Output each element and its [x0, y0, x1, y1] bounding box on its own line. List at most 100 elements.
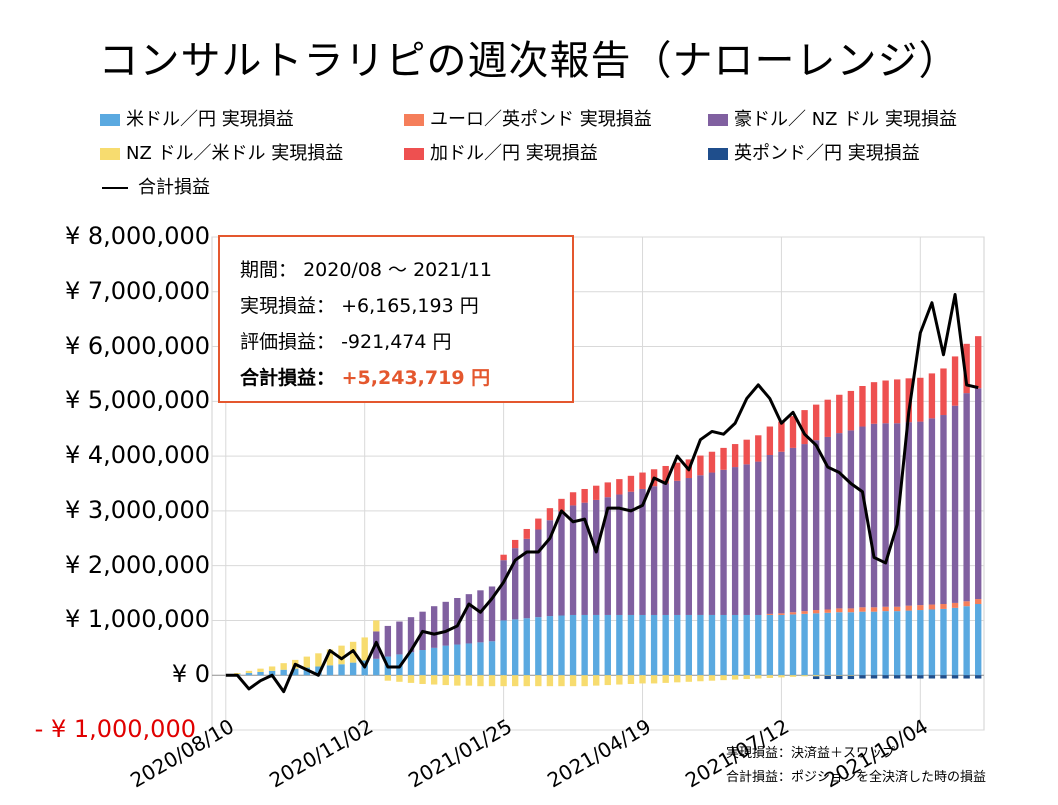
bar-segment-cadjpy — [870, 382, 878, 424]
bar-segment-nzdusd — [373, 620, 380, 632]
bar-segment-gbpjpy — [975, 675, 982, 679]
period-value: 2020/08 〜 2021/11 — [303, 259, 493, 281]
bar-segment-audnzd — [755, 461, 762, 615]
bar-segment-nzdusd — [488, 675, 496, 687]
bar-segment-gbpjpy — [894, 675, 901, 679]
bar-segment-usdjpy — [535, 617, 542, 676]
bar-segment-gbpjpy — [812, 676, 820, 680]
bar-segment-cadjpy — [951, 356, 959, 406]
bar-segment-audnzd — [523, 538, 530, 619]
bar-segment-usdjpy — [257, 671, 264, 676]
bar-segment-audnzd — [697, 475, 704, 615]
bar-segment-gbpjpy — [859, 675, 866, 679]
bar-segment-audnzd — [975, 388, 982, 600]
bar-segment-nzdusd — [419, 675, 426, 684]
legend-label: NZ ドル／米ドル 実現損益 — [126, 143, 344, 164]
legend-line-total — [102, 187, 128, 189]
bar-segment-audnzd — [558, 511, 565, 616]
bar-segment-audnzd — [407, 617, 415, 653]
bar-segment-usdjpy — [419, 650, 426, 676]
legend-swatch-eurgbp — [404, 114, 424, 126]
bar-segment-usdjpy — [407, 652, 415, 676]
bar-segment-usdjpy — [292, 668, 299, 676]
bar-segment-usdjpy — [778, 614, 785, 676]
bar-segment-gbpjpy — [928, 675, 936, 679]
bar-segment-eurgbp — [824, 609, 831, 613]
bar-segment-nzdusd — [569, 675, 577, 687]
bar-segment-audnzd — [581, 502, 588, 615]
bar-segment-nzdusd — [685, 675, 692, 682]
bar-segment-usdjpy — [442, 645, 449, 676]
bar-segment-audnzd — [396, 621, 403, 655]
legend-item-usdjpy: 米ドル／円 実現損益 — [100, 108, 294, 132]
bar-segment-nzdusd — [743, 675, 750, 680]
unrealized-row: 評価損益： -921,474 円 — [240, 327, 452, 354]
bar-segment-audnzd — [847, 430, 855, 609]
bar-segment-audnzd — [512, 548, 519, 620]
bar-segment-nzdusd — [847, 675, 855, 676]
bar-segment-nzdusd — [430, 675, 438, 685]
bar-segment-eurgbp — [870, 607, 878, 612]
bar-segment-cadjpy — [940, 368, 947, 416]
bar-segment-usdjpy — [951, 607, 959, 676]
bar-segment-usdjpy — [558, 615, 565, 676]
bar-segment-cadjpy — [697, 455, 704, 476]
bar-segment-audnzd — [616, 494, 623, 615]
bar-segment-cadjpy — [917, 377, 924, 422]
bar-segment-cadjpy — [789, 416, 797, 448]
bar-segment-audnzd — [488, 586, 496, 642]
bar-segment-cadjpy — [743, 439, 750, 465]
realized-label: 実現損益： — [240, 295, 336, 317]
bar-segment-cadjpy — [963, 343, 970, 394]
bar-segment-eurgbp — [928, 604, 936, 610]
bar-segment-audnzd — [836, 433, 843, 609]
bar-segment-nzdusd — [558, 675, 565, 687]
bar-segment-nzdusd — [824, 675, 831, 676]
bar-segment-eurgbp — [894, 606, 901, 612]
bar-segment-cadjpy — [859, 386, 866, 427]
bar-segment-cadjpy — [639, 472, 646, 489]
bar-segment-usdjpy — [928, 609, 936, 676]
bar-segment-nzdusd — [708, 675, 716, 681]
total-line — [225, 293, 979, 694]
bar-segment-audnzd — [720, 469, 727, 615]
bar-segment-cadjpy — [512, 539, 519, 549]
bar-segment-cadjpy — [836, 394, 843, 434]
bar-segment-eurgbp — [882, 606, 889, 612]
y-tick-label: ¥ 3,000,000 — [64, 495, 210, 524]
bar-segment-nzdusd — [396, 675, 403, 682]
bar-segment-usdjpy — [940, 608, 947, 676]
bar-segment-cadjpy — [535, 518, 542, 530]
bar-segment-cadjpy — [500, 554, 507, 561]
legend-item-total: 合計損益 — [100, 176, 210, 200]
bar-segment-nzdusd — [280, 663, 287, 670]
y-tick-label: ¥ 7,000,000 — [64, 276, 210, 305]
bar-segment-usdjpy — [674, 614, 681, 676]
bar-segment-eurgbp — [789, 612, 797, 615]
bar-segment-audnzd — [430, 606, 438, 648]
bar-segment-cadjpy — [674, 462, 681, 481]
bar-segment-audnzd — [951, 405, 959, 603]
bar-segment-usdjpy — [662, 614, 669, 676]
bar-segment-audnzd — [766, 455, 774, 614]
bar-segment-usdjpy — [720, 614, 727, 676]
bar-segment-cadjpy — [882, 380, 889, 424]
y-tick-label: ¥ 6,000,000 — [64, 331, 210, 360]
bar-segment-usdjpy — [639, 614, 646, 676]
bar-segment-audnzd — [477, 590, 484, 643]
legend-item-eurgbp: ユーロ／英ポンド 実現損益 — [404, 108, 652, 132]
bar-segment-usdjpy — [349, 662, 357, 676]
bar-segment-usdjpy — [882, 611, 889, 676]
bar-segment-audnzd — [685, 478, 692, 615]
bar-segment-nzdusd — [326, 649, 334, 666]
y-tick-label: ¥ 0 — [171, 660, 210, 689]
y-tick-label: - ¥ 1,000,000 — [34, 715, 196, 743]
bar-segment-eurgbp — [963, 601, 970, 607]
note-realized: 実現損益：決済益＋スワップ — [726, 746, 896, 761]
bar-segment-nzdusd — [523, 675, 530, 687]
legend-item-gbpjpy: 英ポンド／円 実現損益 — [708, 142, 920, 166]
bar-segment-gbpjpy — [963, 675, 970, 679]
bar-segment-eurgbp — [859, 607, 866, 612]
bar-segment-usdjpy — [894, 611, 901, 676]
bar-segment-usdjpy — [477, 642, 484, 676]
